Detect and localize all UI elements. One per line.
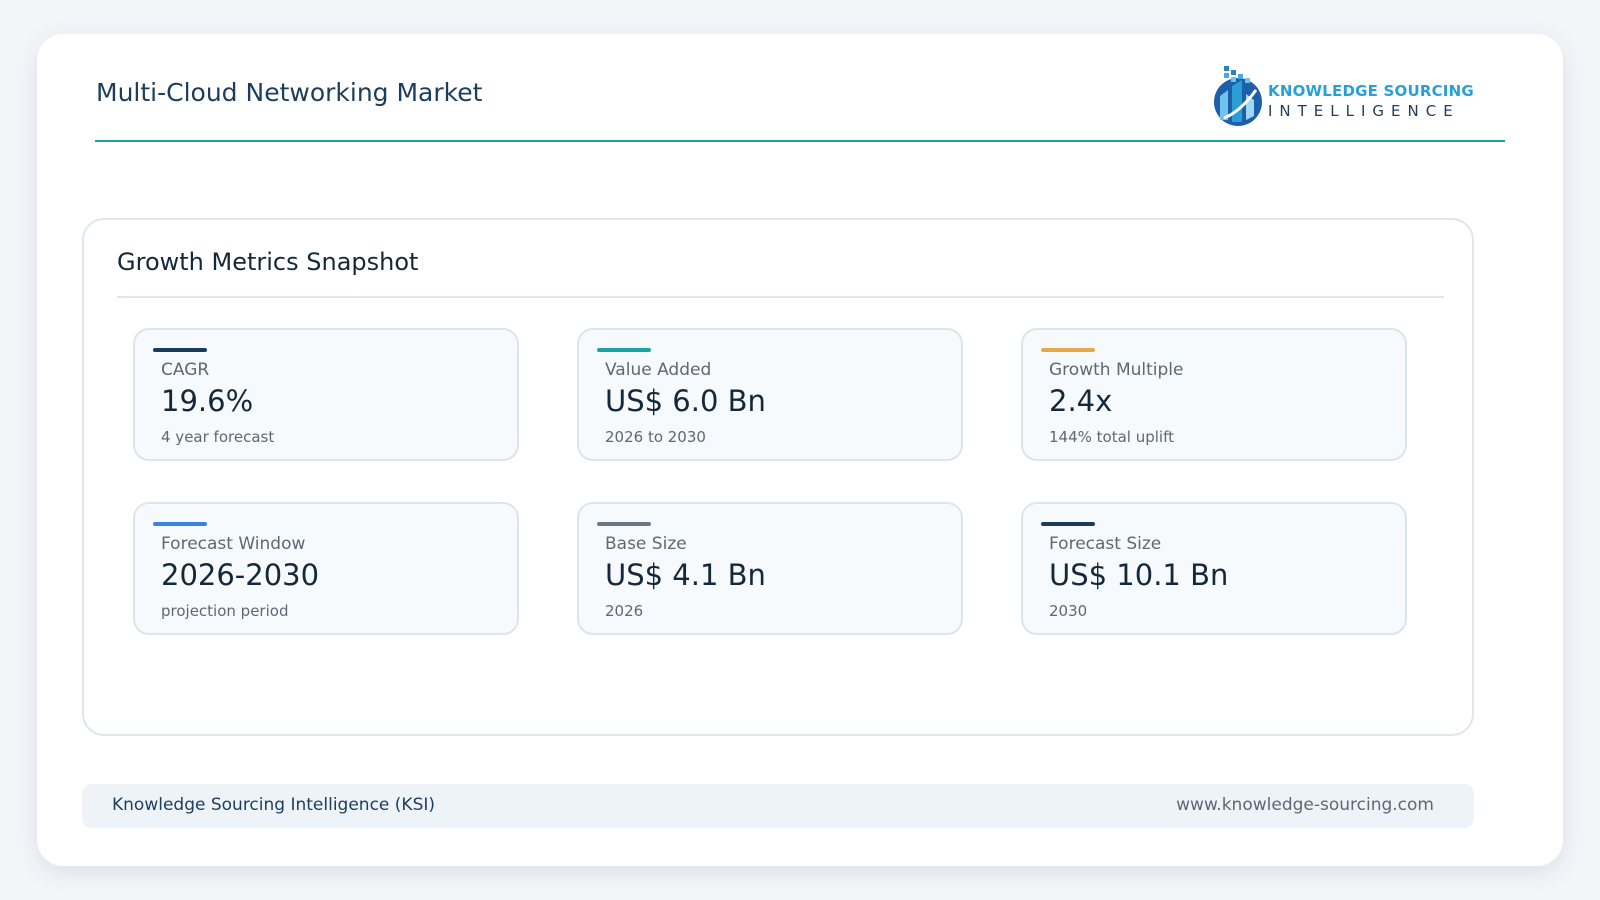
page-title: Multi-Cloud Networking Market bbox=[96, 78, 483, 107]
metric-label: Growth Multiple bbox=[1049, 360, 1184, 380]
panel-title: Growth Metrics Snapshot bbox=[117, 248, 419, 276]
metric-value: US$ 4.1 Bn bbox=[605, 558, 766, 592]
metric-note: projection period bbox=[161, 602, 289, 620]
metric-card: Forecast Size US$ 10.1 Bn 2030 bbox=[1021, 502, 1407, 635]
footer-text: Knowledge Sourcing Intelligence (KSI) bbox=[112, 795, 436, 815]
metric-card: Base Size US$ 4.1 Bn 2026 bbox=[577, 502, 963, 635]
metric-label: Forecast Size bbox=[1049, 534, 1162, 554]
metric-label: Value Added bbox=[605, 360, 712, 380]
logo: KNOWLEDGE SOURCING INTELLIGENCE bbox=[1210, 60, 1474, 130]
accent-bar bbox=[153, 522, 207, 526]
metric-card: Growth Multiple 2.4x 144% total uplift bbox=[1021, 328, 1407, 461]
sheet: Multi-Cloud Networking Market KNOWLEDGE … bbox=[37, 34, 1563, 866]
accent-bar bbox=[1041, 348, 1095, 352]
accent-bar bbox=[597, 522, 651, 526]
metric-value: 2.4x bbox=[1049, 384, 1113, 418]
accent-bar bbox=[153, 348, 207, 352]
panel-rule bbox=[117, 296, 1444, 298]
logo-text: KNOWLEDGE SOURCING bbox=[1268, 82, 1474, 100]
accent-bar bbox=[597, 348, 651, 352]
metric-value: US$ 6.0 Bn bbox=[605, 384, 766, 418]
metric-note: 144% total uplift bbox=[1049, 428, 1174, 446]
accent-bar bbox=[1041, 522, 1095, 526]
metric-note: 2026 bbox=[605, 602, 644, 620]
metric-card: Value Added US$ 6.0 Bn 2026 to 2030 bbox=[577, 328, 963, 461]
metric-value: 19.6% bbox=[161, 384, 254, 418]
metrics-panel: Growth Metrics Snapshot CAGR 19.6% 4 year … bbox=[82, 218, 1474, 736]
footer-link[interactable]: www.knowledge-sourcing.com bbox=[1176, 795, 1434, 815]
header-rule bbox=[95, 140, 1505, 142]
footer: Knowledge Sourcing Intelligence (KSI) ww… bbox=[82, 784, 1474, 828]
metric-label: CAGR bbox=[161, 360, 210, 380]
metric-note: 4 year forecast bbox=[161, 428, 275, 446]
metric-card: CAGR 19.6% 4 year forecast bbox=[133, 328, 519, 461]
metric-label: Base Size bbox=[605, 534, 687, 554]
metric-value: US$ 10.1 Bn bbox=[1049, 558, 1229, 592]
metric-note: 2030 bbox=[1049, 602, 1088, 620]
logo-icon bbox=[1214, 66, 1262, 126]
metric-value: 2026-2030 bbox=[161, 558, 320, 592]
logo-text: INTELLIGENCE bbox=[1268, 102, 1460, 120]
metric-note: 2026 to 2030 bbox=[605, 428, 706, 446]
metric-card: Forecast Window 2026-2030 projection perio… bbox=[133, 502, 519, 635]
metric-label: Forecast Window bbox=[161, 534, 306, 554]
